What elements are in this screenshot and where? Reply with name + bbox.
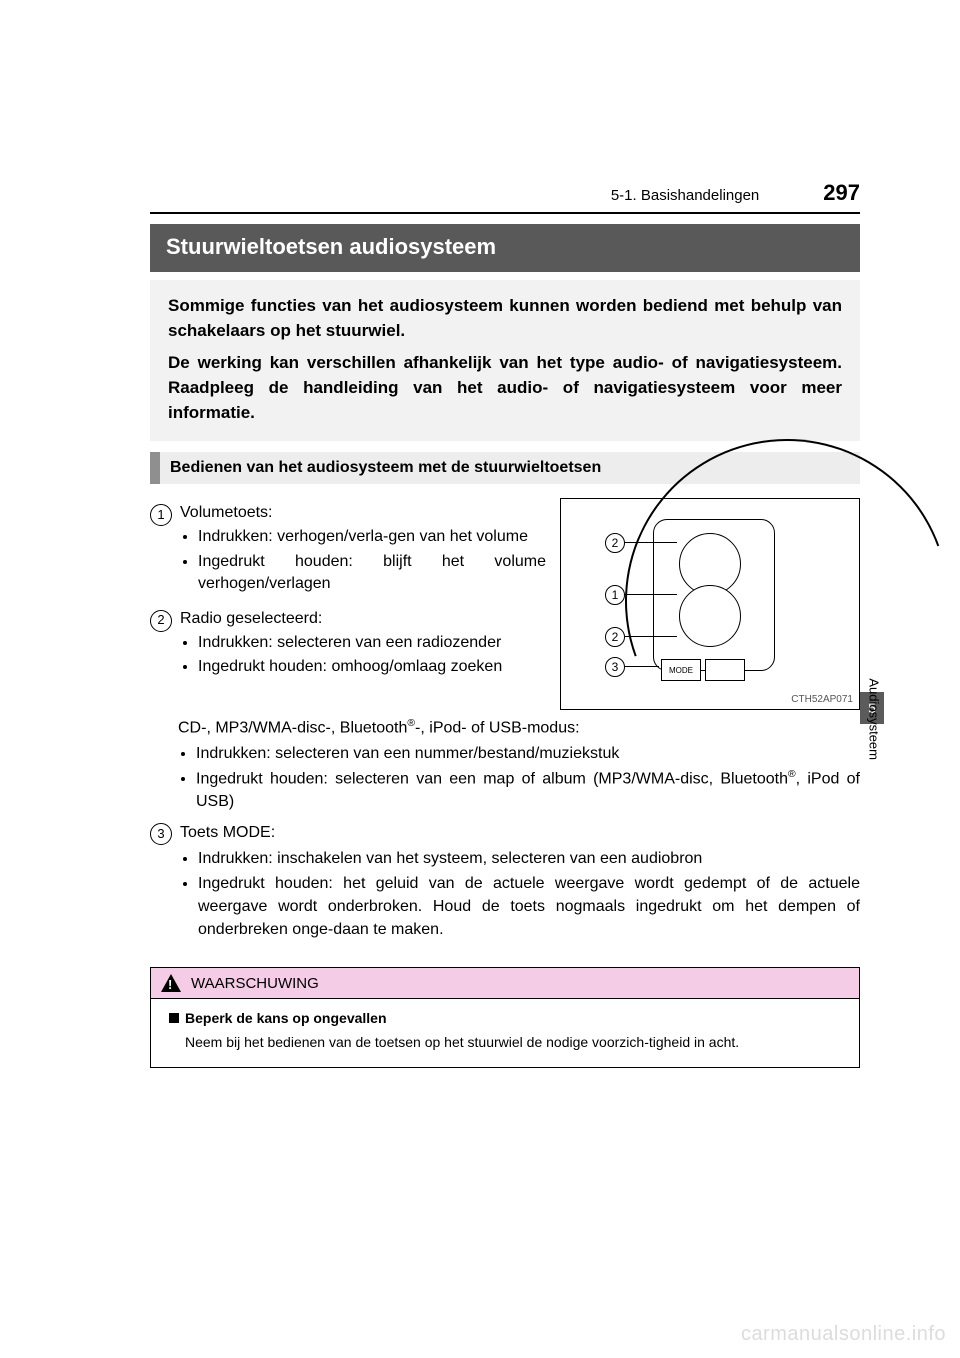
callout-lead: [625, 594, 677, 595]
callout-lead: [625, 666, 659, 667]
bullet: Indrukken: selecteren van een radiozende…: [198, 632, 546, 654]
callout-lead: [625, 636, 677, 637]
mode-button: MODE: [661, 659, 701, 681]
control-ring: [679, 585, 741, 647]
chapter-label: Audiosysteem: [867, 678, 882, 760]
breadcrumb: 5-1. Basishandelingen: [611, 187, 759, 204]
item-label: Volumetoets:: [180, 504, 273, 521]
left-column: 1 Volumetoets: Indrukken: verhogen/verla…: [150, 498, 546, 687]
bullet: Ingedrukt houden: selecteren van een map…: [196, 767, 860, 814]
bullet: Ingedrukt houden: het geluid van de actu…: [198, 872, 860, 942]
button-row: MODE: [661, 659, 745, 681]
manual-page: 5-1. Basishandelingen 297 Stuurwieltoets…: [0, 0, 960, 1358]
bullet: Indrukken: verhogen/verla-gen van het vo…: [198, 526, 546, 548]
item-number: 3: [150, 823, 172, 845]
warning-box: WAARSCHUWING Beperk de kans op ongevalle…: [150, 967, 860, 1067]
item-number: 2: [150, 610, 172, 632]
item-number: 1: [150, 504, 172, 526]
numbered-item: 3 Toets MODE: Indrukken: inschakelen van…: [150, 821, 860, 949]
warning-sub-text: Beperk de kans op ongevallen: [185, 1010, 387, 1026]
figure-callout: 3: [605, 657, 625, 677]
numbered-item: 1 Volumetoets: Indrukken: verhogen/verla…: [150, 502, 546, 604]
intro-para: De werking kan verschillen afhankelijk v…: [168, 351, 842, 425]
bullet: Ingedrukt houden: omhoog/omlaag zoeken: [198, 656, 546, 678]
page-number: 297: [823, 180, 860, 206]
warning-head-label: WAARSCHUWING: [191, 975, 319, 992]
bullet-list: Indrukken: verhogen/verla-gen van het vo…: [180, 526, 546, 595]
figure-caption: CTH52AP071: [791, 694, 853, 705]
figure-column: MODE 2 1 2 3 CTH52AP071: [560, 498, 860, 710]
item-body: Volumetoets: Indrukken: verhogen/verla-g…: [180, 502, 546, 604]
watermark: carmanualsonline.info: [741, 1323, 946, 1346]
two-column-row: 1 Volumetoets: Indrukken: verhogen/verla…: [150, 498, 860, 710]
voice-button: [705, 659, 745, 681]
intro-para: Sommige functies van het audiosysteem ku…: [168, 294, 842, 343]
numbered-item: 2 Radio geselecteerd: Indrukken: selecte…: [150, 608, 546, 687]
square-bullet-icon: [169, 1013, 179, 1023]
item-label: Radio geselecteerd:: [180, 610, 322, 627]
steering-wheel-figure: MODE 2 1 2 3 CTH52AP071: [560, 498, 860, 710]
item-label: Toets MODE:: [180, 824, 275, 841]
bullet-list: Indrukken: inschakelen van het systeem, …: [180, 847, 860, 942]
warning-head: WAARSCHUWING: [151, 968, 859, 999]
item-body: Radio geselecteerd: Indrukken: selectere…: [180, 608, 546, 687]
warning-text: Neem bij het bedienen van de toetsen op …: [185, 1033, 845, 1053]
body-area: 1 Volumetoets: Indrukken: verhogen/verla…: [150, 498, 860, 1068]
warning-subhead: Beperk de kans op ongevallen: [169, 1009, 845, 1029]
intro-box: Sommige functies van het audiosysteem ku…: [150, 280, 860, 441]
bullet-list: Indrukken: selecteren van een radiozende…: [180, 632, 546, 679]
figure-callout: 2: [605, 627, 625, 647]
figure-callout: 2: [605, 533, 625, 553]
item-body: Toets MODE: Indrukken: inschakelen van h…: [180, 821, 860, 949]
bullet: Ingedrukt houden: blijft het volume verh…: [198, 551, 546, 596]
callout-lead: [625, 542, 677, 543]
section-title: Stuurwieltoetsen audiosysteem: [150, 224, 860, 272]
page-header: 5-1. Basishandelingen 297: [150, 180, 860, 214]
bullet: Indrukken: inschakelen van het systeem, …: [198, 847, 860, 870]
figure-callout: 1: [605, 585, 625, 605]
warning-icon: [161, 974, 181, 992]
warning-body: Beperk de kans op ongevallen Neem bij he…: [151, 999, 859, 1066]
